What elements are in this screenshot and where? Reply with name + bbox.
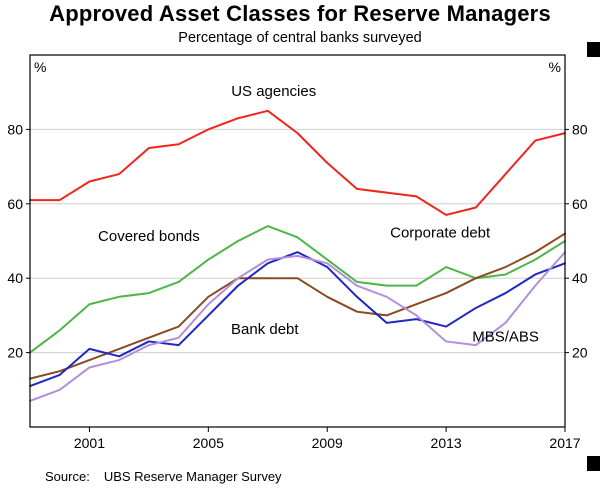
series-line-us-agencies: [29, 109, 566, 216]
series-line-mbs-abs: [29, 251, 566, 402]
y-tick-label-left: 80: [7, 121, 23, 137]
y-tick-label-left: 40: [7, 270, 23, 286]
y-tick-label-left: 60: [7, 196, 23, 212]
y-tick-label-right: 20: [572, 345, 588, 361]
source-text: UBS Reserve Manager Survey: [103, 469, 282, 484]
series-label-covered-bonds: Covered bonds: [98, 228, 200, 245]
x-tick-label: 2005: [193, 435, 224, 451]
y-tick-label-right: 40: [572, 270, 588, 286]
series-line-bank-debt: [29, 251, 566, 388]
y-tick-label-right: 80: [572, 121, 588, 137]
chart-subtitle: Percentage of central banks surveyed: [178, 30, 422, 46]
series-line-corporate-debt: [29, 232, 566, 380]
x-tick-label: 2013: [431, 435, 462, 451]
source-label: Source:: [45, 469, 90, 484]
source-note: Source: UBS Reserve Manager Survey: [45, 469, 282, 484]
series-label-mbs-abs: MBS/ABS: [472, 328, 539, 345]
screen-artifact-bottom-right: [587, 456, 600, 471]
series-label-bank-debt: Bank debt: [231, 321, 299, 338]
x-tick-label: 2001: [74, 435, 105, 451]
plot-border: [29, 54, 566, 428]
series-label-us-agencies: US agencies: [231, 83, 316, 100]
x-tick-label: 2017: [549, 435, 580, 451]
x-tick-label: 2009: [312, 435, 343, 451]
y-tick-label-left: 20: [7, 345, 23, 361]
y-axis-unit-right: %: [549, 59, 561, 75]
screen-artifact-top-right: [587, 42, 600, 57]
series-label-corporate-debt: Corporate debt: [390, 224, 491, 241]
y-tick-label-right: 60: [572, 196, 588, 212]
chart-title: Approved Asset Classes for Reserve Manag…: [49, 1, 551, 26]
y-axis-unit-left: %: [34, 59, 46, 75]
